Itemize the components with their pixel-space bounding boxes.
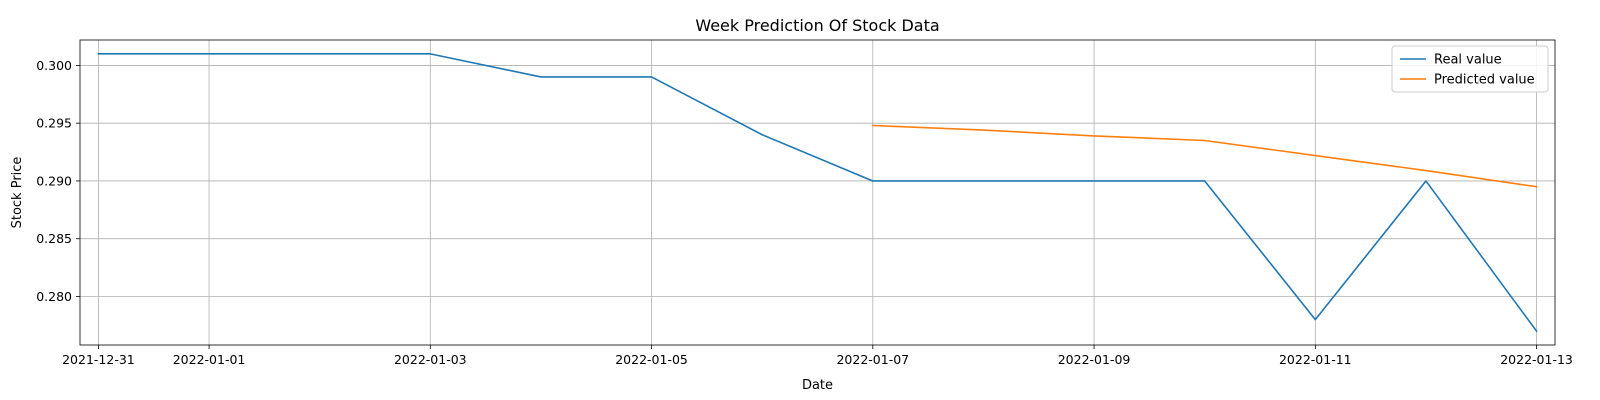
x-tick-label: 2022-01-01 <box>173 352 246 367</box>
legend-entry-label: Predicted value <box>1434 73 1535 88</box>
axis-ticks: 2021-12-31 2022-01-01 2022-01-03 2022-01-05… <box>36 58 1573 367</box>
y-axis-label: Stock Price <box>10 157 25 229</box>
x-axis-label: Date <box>802 378 833 393</box>
series-line-predicted-value <box>871 124 1538 188</box>
grid <box>80 40 1555 345</box>
legend: Real value Predicted value <box>1391 45 1549 93</box>
legend-box <box>1391 45 1549 93</box>
x-tick-label: 2022-01-09 <box>1058 352 1131 367</box>
y-tick-label: 0.285 <box>36 231 72 246</box>
x-tick-label: 2022-01-11 <box>1279 352 1352 367</box>
plot-frame <box>79 39 1556 346</box>
x-tick-label: 2022-01-13 <box>1500 352 1573 367</box>
x-tick-label: 2022-01-03 <box>394 352 467 367</box>
series-line-real-value <box>97 53 1538 333</box>
series-lines <box>97 53 1538 333</box>
chart-title: Week Prediction Of Stock Data <box>695 16 939 35</box>
y-tick-label: 0.295 <box>36 116 72 131</box>
legend-entry-label: Real value <box>1434 53 1502 68</box>
y-tick-label: 0.290 <box>36 173 72 188</box>
x-tick-label: 2022-01-05 <box>615 352 688 367</box>
y-tick-label: 0.280 <box>36 289 72 304</box>
y-tick-label: 0.300 <box>36 58 72 73</box>
x-tick-label: 2022-01-07 <box>836 352 909 367</box>
x-tick-label: 2021-12-31 <box>62 352 135 367</box>
